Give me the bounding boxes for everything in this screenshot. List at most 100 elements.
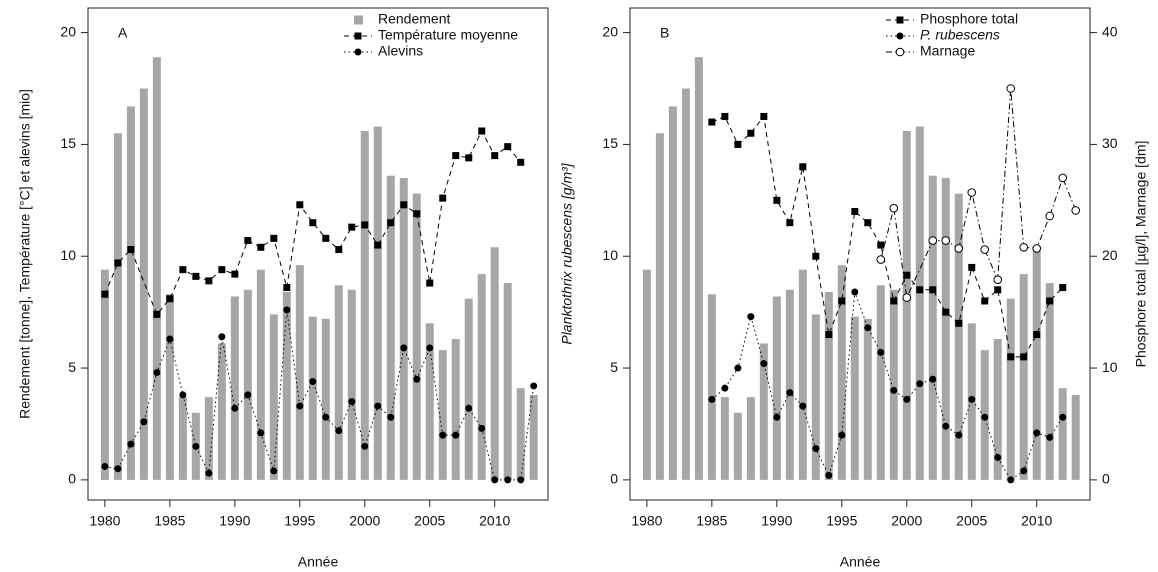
marker [895,47,905,57]
marker [192,442,200,450]
plot-box [87,7,549,501]
y2-axis-label: Phosphore total [µg/l], Marnage [dm] [1133,141,1149,368]
marker [504,476,512,484]
y-tick-label: 20 [60,23,76,39]
marker [760,112,768,120]
marker [413,210,421,218]
marker [890,386,898,394]
series-line [711,291,1064,481]
marker [361,442,369,450]
bar [850,316,859,480]
bar [1058,388,1067,480]
bar [516,388,525,480]
x-tick-label: 1985 [154,513,185,529]
marker [270,467,278,475]
marker [993,275,1003,285]
marker [896,16,904,24]
bar [295,265,304,480]
marker [876,255,886,264]
marker [426,279,434,287]
marker [354,32,362,40]
marker [309,377,317,385]
bar [993,338,1002,480]
marker [916,380,924,388]
bar [811,314,820,480]
marker [942,422,950,430]
marker [980,245,990,254]
x-tick-label: 1980 [89,513,120,529]
y2-tick-label: 40 [1102,23,1118,39]
marker [257,243,265,251]
marker [231,270,239,278]
legend-label: Alevins [378,43,423,59]
marker [981,297,989,305]
marker [786,219,794,227]
legend-label: Marnage [920,43,975,59]
marker [1059,413,1067,421]
y-tick-label: 10 [602,247,618,263]
marker [916,286,924,294]
x-axis-label: Année [840,554,881,570]
marker [851,208,859,216]
series-line [104,129,522,316]
bar [100,269,109,480]
x-tick-label: 2005 [956,513,987,529]
marker [721,112,729,120]
marker [517,476,525,484]
marker [902,293,912,302]
legend-swatch [354,15,363,25]
marker [374,241,382,249]
marker [374,402,382,410]
marker [1020,353,1028,361]
marker [465,404,473,412]
marker [838,297,846,305]
marker [465,154,473,162]
y2-tick-label: 20 [1102,247,1118,263]
x-tick-label: 1980 [631,513,662,529]
marker [799,163,807,171]
marker [1033,429,1041,437]
marker [218,333,226,341]
bar [217,343,226,480]
marker [517,158,525,166]
marker [491,152,499,160]
x-tick-label: 1985 [696,513,727,529]
x-tick-label: 1995 [826,513,857,529]
marker [179,266,187,274]
bar [490,247,499,480]
marker [942,308,950,316]
bar [321,318,330,480]
marker [478,127,486,135]
marker [244,391,252,399]
marker [838,431,846,439]
marker [734,140,742,148]
marker [877,241,885,249]
bar [642,269,651,480]
bar [1032,247,1041,480]
marker [967,188,977,197]
marker [1020,467,1028,475]
marker [968,395,976,403]
marker [825,331,833,339]
bar [425,323,434,480]
bar [386,175,395,480]
y-tick-label: 20 [602,23,618,39]
bar [759,343,768,480]
marker [747,313,755,321]
bar [347,289,356,480]
marker [101,462,109,470]
bar [1045,283,1054,480]
x-tick-label: 1990 [761,513,792,529]
series-line [880,88,1077,300]
x-tick-label: 2005 [414,513,445,529]
marker [889,203,899,213]
marker [1007,476,1015,484]
bar [360,131,369,480]
marker [708,118,716,126]
bar [733,412,742,480]
marker [954,244,964,253]
marker [786,389,794,397]
legend-label: P. rubescens [920,27,1000,43]
marker [530,382,538,390]
marker [387,413,395,421]
